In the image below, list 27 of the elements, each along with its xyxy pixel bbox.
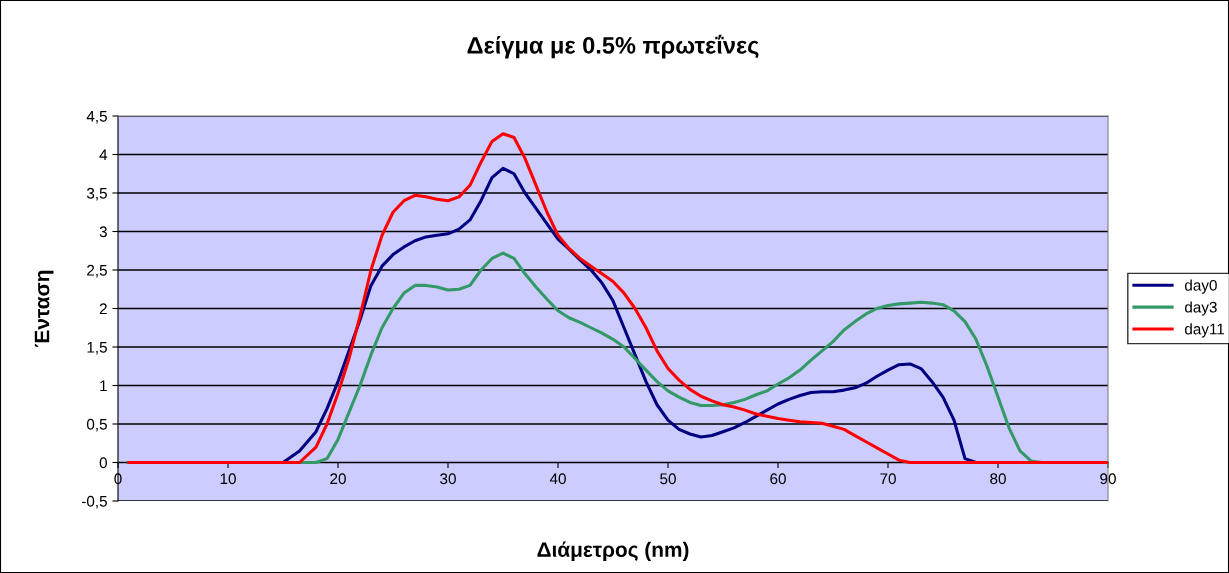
x-tick-label: 70 xyxy=(880,473,896,485)
legend-label: day3 xyxy=(1184,301,1217,316)
y-tick-label: 4 xyxy=(99,149,108,161)
legend-label: day0 xyxy=(1184,279,1217,294)
y-tick-label: 0,5 xyxy=(86,418,107,432)
y-tick-label: 0 xyxy=(99,457,107,469)
x-tick-label: 50 xyxy=(660,473,676,485)
x-tick-label: 60 xyxy=(770,473,786,485)
x-tick-label: 90 xyxy=(1100,473,1116,485)
y-tick-label: 1 xyxy=(100,380,107,392)
x-tick-label: 30 xyxy=(440,473,456,485)
x-axis-title: Διάμετρος (nm) xyxy=(537,541,689,562)
x-tick-label: 40 xyxy=(549,473,566,485)
y-tick-label: 2,5 xyxy=(87,264,107,278)
x-tick-label: 10 xyxy=(220,473,236,485)
legend-label: day11 xyxy=(1184,323,1225,338)
y-tick-label: 3,5 xyxy=(86,187,107,201)
line-series xyxy=(127,132,1108,465)
chart-title: Δείγμα με 0.5% πρωτεΐνες xyxy=(467,34,759,59)
y-tick-label: 2 xyxy=(99,303,107,315)
y-tick-label: -0,5 xyxy=(81,495,107,509)
y-tick-label: 1,5 xyxy=(87,342,107,355)
y-tick-label: 3 xyxy=(99,226,107,238)
y-tick-label: 4,5 xyxy=(86,111,107,124)
x-tick-label: 20 xyxy=(330,473,346,485)
y-axis-title: Ένταση xyxy=(34,270,54,347)
x-tick-label: 80 xyxy=(990,473,1006,485)
